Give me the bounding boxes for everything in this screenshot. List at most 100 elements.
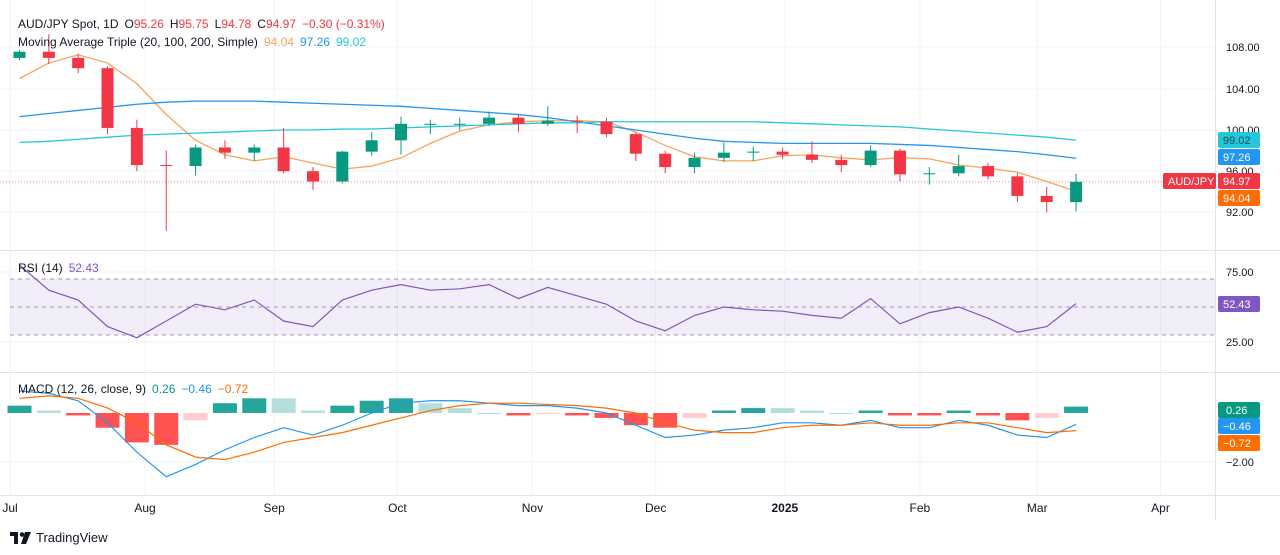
close-label: C [257,17,266,31]
macd-hist-badge-text: 0.26 [1226,405,1247,417]
candle-body [629,134,642,154]
macd-histogram-bar [682,413,707,418]
candle-body [453,123,466,125]
macd-histogram-bar [183,413,208,421]
candle-body [130,127,143,166]
price-legend: AUD/JPY Spot, 1D O95.26 H95.75 L94.78 C94.97… [18,17,391,31]
macd-histogram-bar [477,413,502,414]
time-axis[interactable]: Jul Aug Sep Oct Nov Dec 2025 Feb Mar Apr [2,501,1170,515]
symbol-title: AUD/JPY Spot, 1D [18,17,119,31]
macd-pane[interactable] [7,390,1089,478]
ma20-badge-text: 94.04 [1223,193,1251,205]
candle [629,132,642,161]
macd-histogram-bar [36,410,61,413]
macd-badge [1218,418,1260,434]
rsi-badge [1218,296,1260,312]
ma100-badge-text: 97.26 [1223,152,1251,164]
open-value: 95.26 [133,17,164,31]
macd-badge-text: −0.46 [1223,421,1251,433]
time-tick: Jul [2,501,17,515]
macd-histogram-bar [359,400,384,413]
rsi-line [19,264,1077,339]
macd-histogram-bar [887,413,912,416]
candle [571,115,584,134]
candle [923,167,936,185]
candle-body [776,151,789,155]
price-axis[interactable]: 108.00 104.00 100.00 96.00 92.00 99.02 9… [1163,42,1260,469]
candle [277,127,290,174]
candle-body [1011,176,1024,196]
time-tick: Apr [1151,501,1170,515]
candle [688,152,701,174]
candle-body [923,173,936,175]
candle-body [688,157,701,168]
candle [130,119,143,172]
ma-legend[interactable]: Moving Average Triple (20, 100, 200, Sim… [18,35,372,49]
macd-histogram-bar [858,410,883,413]
high-label: H [169,17,179,31]
macd-histogram-bar [330,405,355,413]
change-value: −0.30 (−0.31%) [302,17,385,31]
candle [982,162,995,180]
rsi-pane[interactable] [10,264,1215,339]
candle-body [395,123,408,141]
candle-body [717,152,730,158]
candle-body [277,147,290,172]
candle-body [189,147,202,167]
last-price-badge [1218,173,1260,189]
candle [952,154,965,177]
macd-hist-badge [1218,402,1260,418]
rsi-tick: 75.00 [1226,267,1254,279]
signal-badge [1218,435,1260,451]
time-tick: Aug [134,501,155,515]
candle-body [101,68,114,128]
macd-line [19,390,1077,478]
macd-histogram-bar [946,410,971,413]
candle [864,145,877,168]
rsi-badge-text: 52.43 [1223,299,1251,311]
time-tick: Oct [388,501,407,515]
price-pane[interactable] [0,34,1215,231]
price-tick: 108.00 [1226,42,1260,54]
last-price-badge-text: 94.97 [1223,176,1251,188]
candle-body [306,171,319,182]
signal-value: −0.72 [217,382,249,396]
candle-body [893,150,906,175]
candle [101,66,114,135]
macd-histogram-bar [1064,406,1089,413]
candle [365,132,378,156]
macd-histogram-bar [565,413,590,416]
candle [1011,173,1024,203]
tradingview-logo[interactable]: TradingView [10,530,108,545]
candle [659,150,672,174]
signal-line [19,395,1077,461]
macd-histogram-bar [770,408,795,413]
macd-legend[interactable]: MACD (12, 26, close, 9) 0.26 −0.46 −0.72 [18,382,254,396]
candle [483,111,496,126]
candle-body [541,120,554,124]
candle-body [1070,181,1083,203]
macd-histogram-bar [242,398,267,413]
macd-histogram-bar [535,413,560,415]
macd-histogram-bar [594,413,619,418]
rsi-legend[interactable]: RSI (14) 52.43 [18,261,105,275]
macd-value: −0.46 [181,382,212,396]
candle [306,167,319,190]
rsi-tick: 25.00 [1226,337,1254,349]
candle-body [72,57,85,69]
ma200-badge-text: 99.02 [1223,135,1251,147]
candle [835,154,848,173]
candle-body [13,51,26,58]
candle [395,116,408,155]
candle-body [864,150,877,166]
candle [717,142,730,162]
macd-histogram-bar [976,413,1001,416]
macd-histogram-bar [124,413,149,443]
macd-histogram-bar [711,410,736,413]
macd-histogram-bar [799,410,824,413]
macd-histogram-bar [212,403,237,413]
candle-body [805,154,818,160]
low-value: 94.78 [221,17,252,31]
price-tick: 104.00 [1226,84,1260,96]
